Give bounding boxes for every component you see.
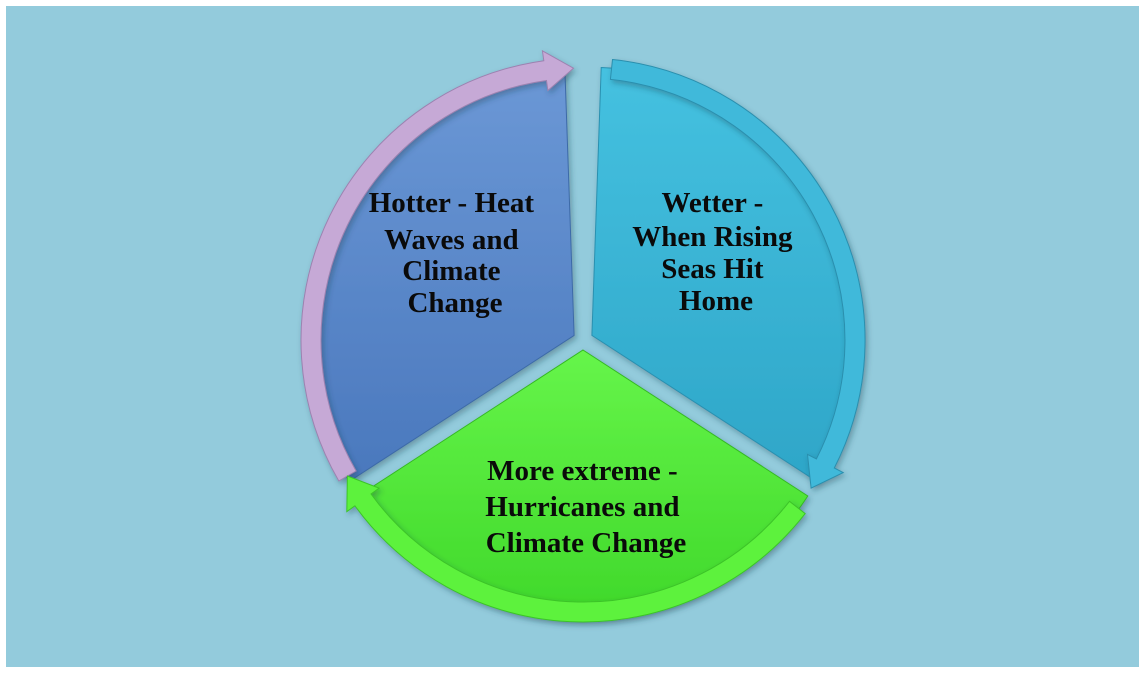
segment-label-hotter: Hotter - Heat Waves and Climate Change	[369, 187, 542, 319]
curved-arrow-hotter	[300, 49, 575, 482]
segment-label-extreme: More extreme - Hurricanes and Climate Ch…	[485, 455, 686, 559]
segment-label-wetter: Wetter - When Rising Seas Hit Home	[632, 187, 800, 317]
curved-arrow-extreme	[346, 475, 806, 623]
curved-arrow-wetter	[609, 58, 866, 489]
